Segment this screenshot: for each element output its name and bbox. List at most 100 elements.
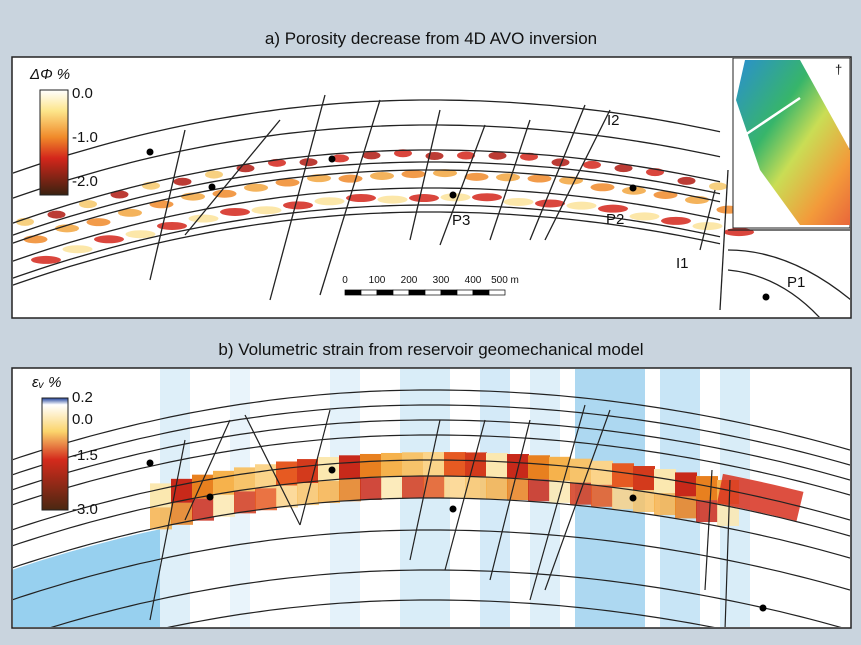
fault xyxy=(544,109,611,241)
fault xyxy=(529,404,586,601)
strain-cell xyxy=(255,464,277,489)
porosity-blob xyxy=(709,182,727,191)
scale-segment xyxy=(488,289,506,296)
fault xyxy=(149,129,186,281)
porosity-blob xyxy=(299,158,318,167)
fault xyxy=(529,104,586,241)
strain-cell xyxy=(318,481,340,504)
strain-cell xyxy=(465,452,487,477)
fault xyxy=(299,409,331,526)
porosity-blob xyxy=(62,245,93,254)
feature-label: P2 xyxy=(606,211,624,228)
fault xyxy=(269,94,326,301)
scale-label: 300 xyxy=(433,275,450,286)
scale-segment xyxy=(392,289,410,296)
strain-cell xyxy=(276,485,298,508)
well xyxy=(328,466,336,474)
porosity-blob xyxy=(590,183,615,192)
porosity-blob xyxy=(496,173,520,182)
porosity-blob xyxy=(527,174,552,183)
scale-label: 400 xyxy=(465,275,482,286)
colorbar-tick-label: -1.0 xyxy=(72,129,98,146)
strain-cell xyxy=(339,479,361,502)
porosity-blob xyxy=(724,228,754,237)
porosity-blob xyxy=(331,154,349,163)
fault xyxy=(184,119,281,236)
fault xyxy=(444,419,486,571)
horizon xyxy=(13,211,721,286)
porosity-blob xyxy=(401,170,426,179)
strain-cell xyxy=(402,452,424,477)
porosity-blob xyxy=(551,158,570,167)
strain-cell xyxy=(675,496,697,519)
scale-label: 0 xyxy=(342,275,348,286)
porosity-blob xyxy=(47,210,66,219)
scale-segment xyxy=(440,289,458,296)
horizon xyxy=(13,169,721,244)
horizon xyxy=(13,187,721,262)
scale-label: 500 m xyxy=(491,275,519,286)
porosity-blob xyxy=(370,171,394,180)
horizon xyxy=(13,124,721,199)
scale-segment xyxy=(472,289,490,296)
porosity-blob xyxy=(614,164,633,173)
horizon xyxy=(167,599,715,627)
horizon xyxy=(13,99,721,174)
feature-label: I2 xyxy=(607,112,620,129)
strain-cell xyxy=(276,461,298,486)
porosity-blob xyxy=(314,197,345,206)
horizon xyxy=(13,529,850,601)
strain-cell xyxy=(549,456,571,481)
strain-cell xyxy=(591,460,613,485)
horizon xyxy=(13,404,850,476)
strain-cell xyxy=(507,478,529,501)
strain-cell xyxy=(339,455,361,480)
porosity-blob xyxy=(457,151,475,160)
porosity-blob xyxy=(157,221,187,230)
fault xyxy=(184,419,231,521)
strain-cell xyxy=(360,477,382,500)
porosity-blob xyxy=(598,204,628,213)
strain-cell xyxy=(423,452,445,477)
strain-cell xyxy=(528,455,550,480)
porosity-blob xyxy=(244,183,268,192)
well xyxy=(449,191,457,199)
colorbar xyxy=(39,89,69,196)
porosity-blob xyxy=(433,169,457,178)
porosity-blob xyxy=(338,174,363,183)
horizon xyxy=(13,204,721,279)
porosity-blob xyxy=(661,216,691,225)
well xyxy=(206,493,214,501)
well xyxy=(449,505,457,513)
horizon xyxy=(13,497,850,569)
porosity-blob xyxy=(583,160,601,169)
porosity-blob xyxy=(79,200,97,209)
well xyxy=(146,148,154,156)
strain-cell xyxy=(486,477,508,500)
scale-segment xyxy=(344,289,362,296)
fault xyxy=(544,409,611,591)
well xyxy=(759,604,767,612)
well xyxy=(328,155,336,163)
porosity-blob xyxy=(394,149,412,158)
strain-cell xyxy=(234,467,256,492)
strain-cell xyxy=(591,484,613,507)
porosity-blob xyxy=(251,206,282,215)
panel-a-content: † xyxy=(13,58,850,317)
porosity-blob xyxy=(629,212,660,221)
panel-title: a) Porosity decrease from 4D AVO inversi… xyxy=(265,29,597,48)
well xyxy=(208,183,216,191)
colorbar-tick-label: -2.0 xyxy=(72,173,98,190)
porosity-blob xyxy=(566,201,597,210)
horizon xyxy=(13,161,721,236)
porosity-blob xyxy=(283,201,313,210)
colorbar-tick-label: -3.0 xyxy=(72,501,98,518)
colorbar-tick-label: 0.0 xyxy=(72,411,93,428)
scale-label: 100 xyxy=(369,275,386,286)
strain-cell xyxy=(486,453,508,478)
porosity-blob xyxy=(149,200,174,209)
porosity-blob xyxy=(677,176,696,185)
porosity-blob xyxy=(535,199,565,208)
